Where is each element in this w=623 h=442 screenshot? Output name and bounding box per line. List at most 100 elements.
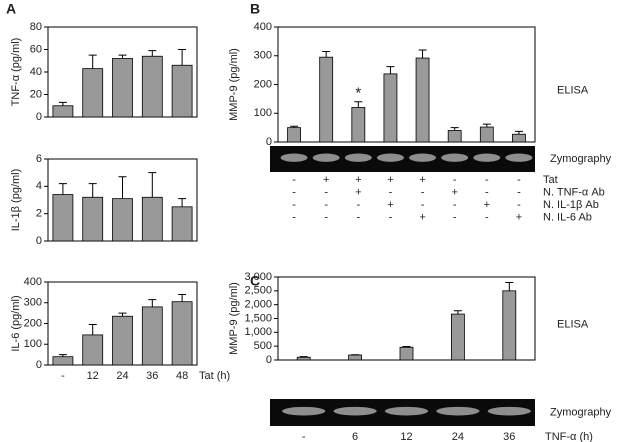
error-bar xyxy=(402,345,411,348)
y-tick-label: 80 xyxy=(30,21,42,33)
y-tick-label: 20 xyxy=(30,88,42,100)
zymography-band xyxy=(441,153,469,162)
x-tick-label: 6 xyxy=(352,431,358,442)
error-bar xyxy=(118,176,127,199)
y-tick-label: 2,500 xyxy=(244,285,272,297)
error-bar xyxy=(148,172,157,198)
panel-label: A xyxy=(6,1,16,17)
error-bar xyxy=(418,49,427,59)
y-axis-label: TNF-α (pg/ml) xyxy=(10,38,22,107)
y-tick-label: 0 xyxy=(36,235,42,247)
y-tick-label: 4 xyxy=(36,180,42,192)
treatment-sign: - xyxy=(517,186,521,198)
y-tick-label: 0 xyxy=(36,111,42,123)
error-bar xyxy=(58,354,67,357)
treatment-sign: - xyxy=(421,199,425,211)
y-tick-label: 0 xyxy=(266,354,272,366)
panel-label: B xyxy=(250,1,260,17)
treatment-sign: - xyxy=(485,186,489,198)
zymography-band xyxy=(409,153,437,162)
zymography-band xyxy=(333,406,377,416)
x-tick-label: 36 xyxy=(503,431,515,442)
bar xyxy=(512,133,526,143)
y-tick-label: 300 xyxy=(254,50,272,62)
treatment-sign: + xyxy=(419,211,425,223)
bar xyxy=(351,107,366,143)
y-tick-label: 60 xyxy=(30,43,42,55)
bar xyxy=(415,57,430,143)
bar xyxy=(52,194,74,242)
x-tick-label: 12 xyxy=(400,431,412,442)
elisa-label: ELISA xyxy=(557,318,589,330)
zymography-label: Zymography xyxy=(550,153,612,165)
bar xyxy=(348,354,363,361)
bar xyxy=(112,198,133,242)
treatment-sign: + xyxy=(387,174,393,186)
y-tick-label: 2 xyxy=(36,208,42,220)
treatment-sign: - xyxy=(292,174,296,186)
error-bar xyxy=(450,127,459,131)
zymography-band xyxy=(384,406,429,416)
treatment-sign: - xyxy=(292,211,296,223)
treatment-sign: - xyxy=(421,186,425,198)
bar xyxy=(383,73,398,143)
y-tick-label: 6 xyxy=(36,153,42,165)
treatment-label: N. IL-6 Ab xyxy=(543,211,592,223)
zymography-band xyxy=(487,406,531,416)
bar xyxy=(171,301,193,366)
error-bar xyxy=(514,130,523,135)
y-tick-label: 300 xyxy=(24,297,42,309)
error-bar xyxy=(290,125,299,128)
bar xyxy=(171,206,193,242)
zymography-band xyxy=(505,153,533,162)
treatment-sign: - xyxy=(356,211,360,223)
y-axis-label: MMP-9 (pg/ml) xyxy=(228,48,240,121)
treatment-label: Tat xyxy=(543,174,558,186)
treatment-sign: + xyxy=(387,199,393,211)
y-tick-label: 0 xyxy=(36,359,42,371)
error-bar xyxy=(58,183,67,195)
bar xyxy=(141,306,163,366)
bar xyxy=(296,356,311,361)
bar xyxy=(82,196,104,242)
treatment-sign: - xyxy=(453,211,457,223)
x-tick-label: 24 xyxy=(452,431,464,442)
error-bar xyxy=(178,293,187,302)
treatment-sign: + xyxy=(516,211,522,223)
zymography-band xyxy=(376,153,404,162)
treatment-sign: - xyxy=(324,199,328,211)
treatment-label: N. TNF-α Ab xyxy=(543,186,605,198)
bar xyxy=(141,196,163,242)
error-bar xyxy=(118,312,127,317)
treatment-sign: - xyxy=(453,199,457,211)
treatment-sign: - xyxy=(292,199,296,211)
treatment-sign: - xyxy=(324,186,328,198)
treatment-sign: - xyxy=(389,186,393,198)
error-bar xyxy=(322,50,331,58)
treatment-sign: - xyxy=(453,174,457,186)
y-tick-label: 200 xyxy=(254,78,272,90)
zymography-band xyxy=(312,153,340,162)
zymography-label: Zymography xyxy=(550,406,612,418)
y-tick-label: 400 xyxy=(254,21,272,33)
error-bar xyxy=(299,356,308,358)
error-bar xyxy=(88,183,97,198)
treatment-sign: + xyxy=(419,174,425,186)
annotation: * xyxy=(355,85,361,102)
treatment-sign: - xyxy=(485,211,489,223)
plot-frame xyxy=(277,26,536,143)
bar xyxy=(82,334,104,366)
treatment-sign: + xyxy=(323,174,329,186)
error-bar xyxy=(118,54,127,59)
x-tick-label: 12 xyxy=(87,370,99,382)
zymography-band xyxy=(436,406,480,416)
y-tick-label: 0 xyxy=(266,136,272,148)
bar xyxy=(502,290,517,361)
bar xyxy=(52,105,74,118)
treatment-sign: - xyxy=(324,211,328,223)
bar xyxy=(399,346,414,361)
error-bar xyxy=(178,49,187,66)
error-bar xyxy=(88,324,97,335)
x-tick-label: 36 xyxy=(146,370,158,382)
bar xyxy=(447,130,462,143)
